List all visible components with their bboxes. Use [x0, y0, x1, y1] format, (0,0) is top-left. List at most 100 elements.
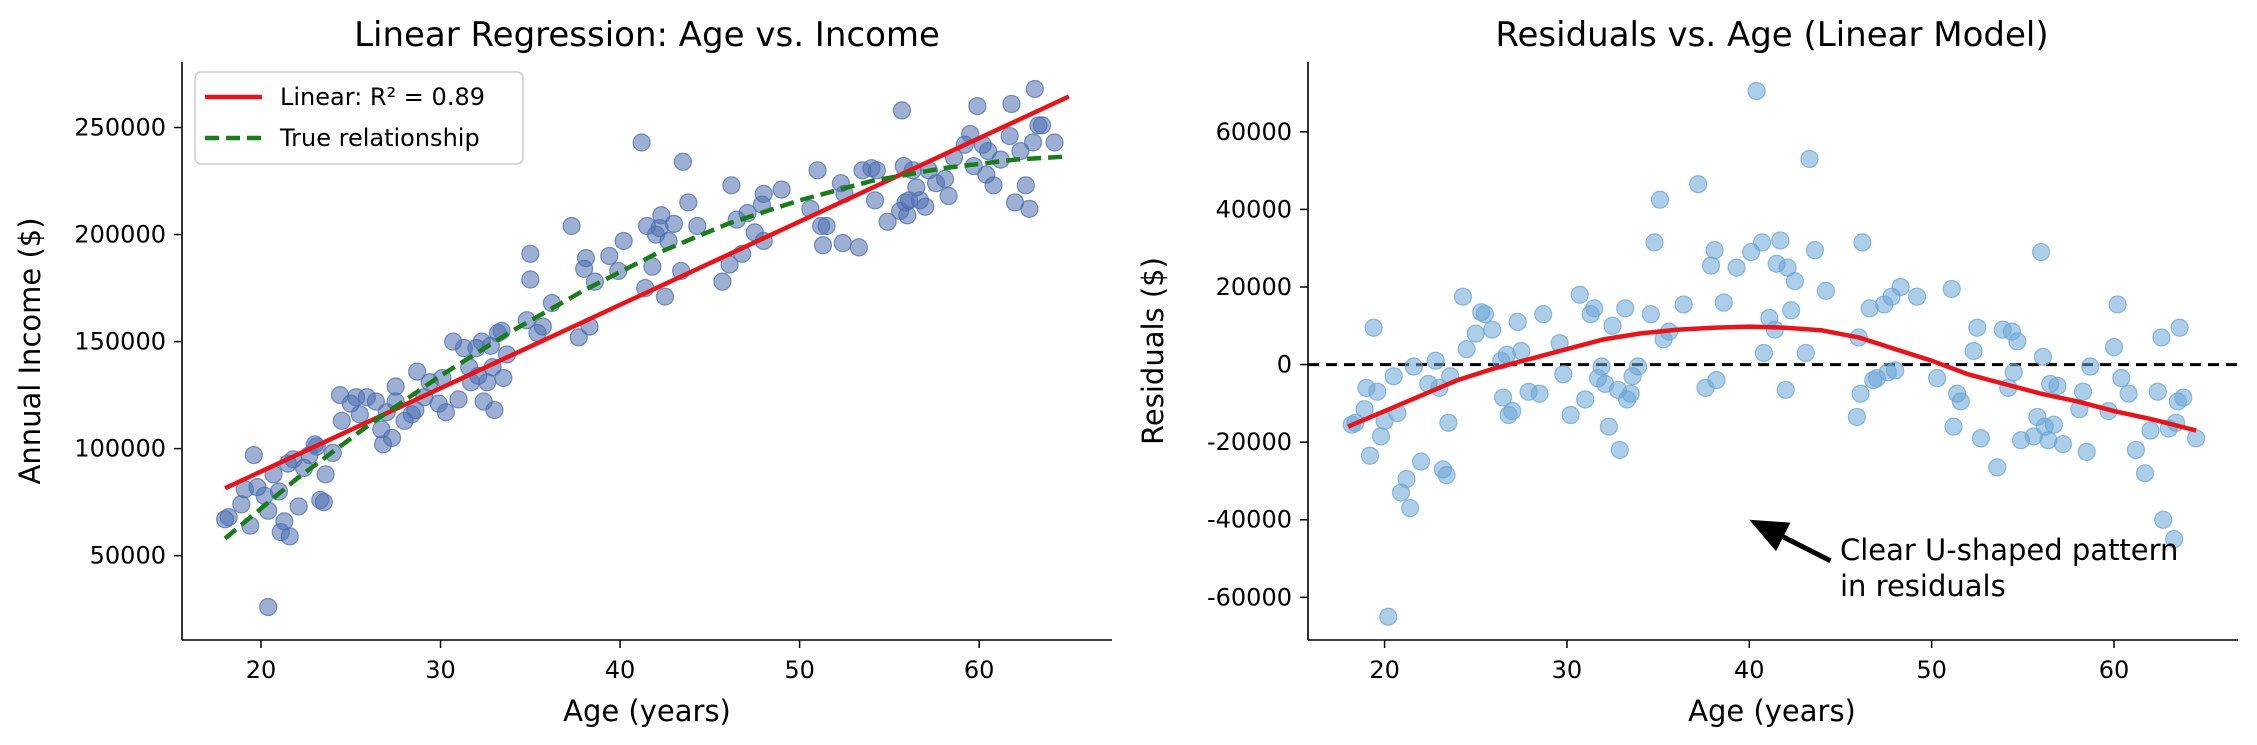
data-point	[808, 161, 827, 180]
x-tick-label: 20	[246, 656, 277, 684]
data-point	[1886, 361, 1905, 380]
y-tick-label: 40000	[1216, 195, 1292, 223]
data-point	[664, 214, 684, 233]
data-point	[1025, 79, 1044, 99]
data-point	[2033, 347, 2052, 366]
data-point	[1968, 318, 1987, 337]
data-point	[1776, 380, 1795, 399]
data-point	[722, 176, 741, 195]
data-point	[2174, 388, 2193, 407]
legend: Linear: R² = 0.89 True relationship	[194, 71, 524, 165]
data-point	[1404, 357, 1423, 376]
data-point	[1782, 301, 1801, 320]
data-point	[1851, 384, 1870, 403]
y-tick-label: 0	[1277, 351, 1292, 379]
data-point	[2186, 429, 2206, 448]
data-point	[1796, 343, 1815, 363]
data-point	[1944, 417, 1963, 436]
data-point	[1727, 258, 1746, 277]
data-point	[1453, 287, 1473, 306]
data-point	[2170, 318, 2189, 337]
data-point	[935, 169, 955, 188]
arrow-shaft	[1782, 534, 1832, 564]
data-point	[408, 362, 427, 381]
data-point	[521, 244, 540, 263]
data-point	[485, 400, 504, 420]
data-point	[1384, 367, 1403, 386]
data-point	[1503, 402, 1522, 421]
data-point	[2081, 357, 2100, 376]
data-point	[2112, 369, 2131, 388]
data-point	[533, 317, 552, 336]
data-point	[232, 495, 251, 514]
data-point	[1576, 390, 1595, 409]
data-point	[280, 527, 299, 546]
data-point	[2044, 415, 2063, 434]
data-point	[1771, 231, 1790, 250]
data-point	[632, 133, 651, 152]
left-y-axis-label: Annual Income ($)	[13, 217, 47, 484]
x-tick-label: 30	[1552, 656, 1583, 684]
data-point	[673, 152, 693, 171]
data-point	[1475, 305, 1494, 324]
data-point	[1747, 81, 1766, 101]
data-point	[1951, 392, 1970, 411]
data-point	[1674, 295, 1693, 314]
data-point	[939, 186, 958, 206]
data-point	[1570, 285, 1589, 304]
data-point	[898, 206, 917, 225]
data-point	[314, 493, 333, 512]
data-point	[382, 428, 402, 448]
data-point	[449, 390, 468, 409]
data-point	[1752, 233, 1772, 252]
left-plot: Linear Regression: Age vs. Income 20 30 40…	[13, 15, 1112, 728]
arrow-head	[1749, 519, 1791, 552]
data-point	[652, 206, 671, 225]
data-point	[1650, 190, 1670, 209]
right-plot-title: Residuals vs. Age (Linear Model)	[1495, 15, 2048, 55]
data-point	[1000, 126, 1019, 146]
data-point	[1401, 499, 1420, 518]
true-relationship-line	[223, 154, 1070, 541]
y-tick-label: 150000	[74, 328, 166, 356]
right-plot-area	[1308, 81, 2238, 626]
data-point	[878, 212, 897, 231]
data-point	[1714, 293, 1733, 312]
data-point	[1360, 446, 1380, 465]
data-point	[219, 508, 238, 527]
data-point	[494, 368, 513, 388]
data-point	[1705, 241, 1724, 260]
data-point	[1964, 341, 1983, 361]
data-point	[316, 465, 335, 484]
data-point	[1988, 458, 2007, 477]
regression-line	[224, 94, 1070, 491]
data-point	[1628, 357, 1648, 376]
left-x-ticks: 20 30 40 50 60	[246, 640, 994, 684]
data-point	[1610, 440, 1629, 460]
data-point	[1942, 279, 1961, 299]
data-point	[833, 234, 852, 253]
data-point	[1457, 339, 1476, 359]
data-point	[817, 216, 836, 236]
y-tick-label: 200000	[74, 221, 166, 249]
data-point	[813, 236, 833, 255]
data-point	[366, 392, 385, 411]
data-point	[1397, 469, 1416, 489]
annotation: Clear U-shaped pattern in residuals	[1749, 519, 2178, 603]
data-point	[1928, 369, 1947, 388]
data-point	[259, 597, 278, 617]
data-point	[1379, 607, 1398, 626]
data-point	[1512, 341, 1531, 361]
data-point	[2126, 440, 2145, 460]
annotation-line-1: Clear U-shaped pattern	[1840, 533, 2178, 567]
data-point	[1603, 316, 1622, 335]
legend-true-label: True relationship	[279, 124, 480, 152]
data-point	[1016, 176, 1035, 195]
data-point	[1641, 305, 1660, 324]
data-point	[1045, 133, 1064, 152]
data-point	[1707, 370, 1726, 390]
data-point	[2135, 464, 2155, 483]
data-point	[1621, 384, 1640, 403]
data-point	[1554, 365, 1573, 384]
